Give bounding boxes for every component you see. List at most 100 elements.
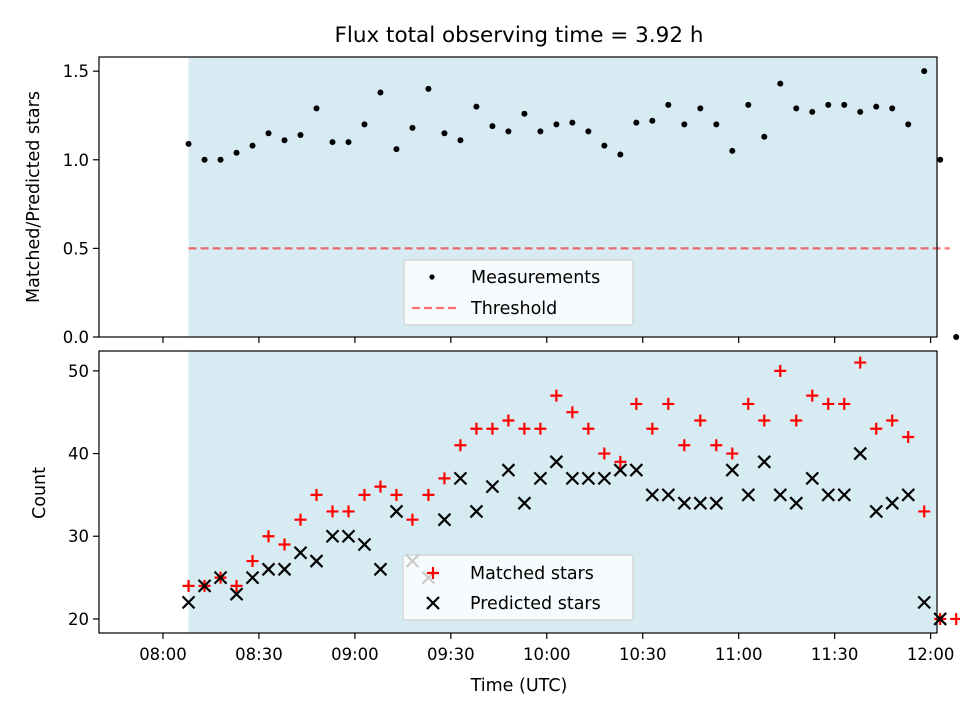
measurement-point [889,105,896,112]
measurement-point [857,108,864,115]
measurement-point [585,128,592,135]
predicted-star-point [453,471,468,486]
matched-star-point [390,488,403,501]
x-tick-label: 11:00 [715,645,763,664]
bottom-y-axis-label: Count [30,467,50,519]
y-tick-label: 20 [68,610,89,629]
matched-star-point [566,406,579,419]
predicted-star-point [773,488,788,502]
measurement-point [601,142,608,149]
matched-star-point [870,422,883,435]
measurement-point [553,121,560,128]
measurement-point [921,68,928,75]
measurement-point [329,139,336,146]
predicted-star-point [341,529,356,544]
measurement-point [521,110,528,117]
measurement-point [825,101,832,108]
measurement-point [409,124,416,131]
measurement-point [345,139,352,146]
measurement-point [953,334,960,340]
predicted-star-point [565,471,580,486]
legend-label-matched: Matched stars [470,564,594,584]
measurement-point [185,140,192,147]
matched-star-point [182,579,195,592]
bottom-legend: Matched stars Predicted stars [402,554,634,621]
matched-star-point [774,364,787,377]
predicted-star-point [613,463,628,477]
measurement-point [761,133,768,140]
predicted-star-point [789,496,804,510]
matched-star-point [918,505,931,518]
x-tick-label: 09:00 [331,645,379,664]
matched-star-point [454,439,467,452]
predicted-star-point [229,587,244,601]
predicted-star-point [533,471,548,486]
bottom-legend-box [402,554,634,621]
matched-star-point [246,555,259,568]
predicted-star-point [821,488,836,502]
matched-star-point [710,439,723,452]
matched-star-point [230,579,243,592]
matched-star-point [838,397,851,410]
matched-star-point [742,397,755,410]
matched-star-point [790,414,803,427]
matched-star-point [646,422,659,435]
measurement-point [201,156,208,163]
measurement-point [281,137,288,144]
measurement-point [489,123,496,130]
measurement-point [217,156,224,163]
measurement-point [713,121,720,128]
matched-star-point [438,472,451,485]
matched-star-point [358,488,371,501]
y-tick-label: 0.5 [63,239,89,258]
y-tick-label: 30 [68,527,89,546]
predicted-star-point [181,595,196,610]
y-tick-label: 1.5 [63,62,89,81]
matched-star-point [406,513,419,526]
matched-star-point [726,447,739,460]
measurement-point [249,142,256,149]
predicted-star-point [661,488,676,502]
matched-star-point [294,513,307,526]
predicted-star-point [485,479,500,494]
chart-title: Flux total observing time = 3.92 h [335,23,704,48]
measurement-point [393,146,400,153]
predicted-star-point [197,579,212,593]
matched-star-point [470,422,483,435]
matched-star-point [822,397,835,410]
measurement-point [425,85,432,92]
x-tick-label: 10:30 [619,645,667,664]
predicted-star-point [693,496,708,510]
measurement-point [457,137,464,144]
measurement-point [633,119,640,126]
predicted-star-point [549,455,564,469]
predicted-star-point [837,488,852,502]
predicted-star-point [917,595,931,610]
matched-star-point [262,530,275,543]
predicted-star-point [469,504,484,519]
x-tick-label: 11:30 [811,645,859,664]
predicted-star-point [581,471,596,486]
predicted-star-point [325,529,340,544]
matched-star-point [806,389,819,402]
measurement-point [697,105,704,112]
top-y-axis-label: Matched/Predicted stars [24,91,44,303]
measurement-point [297,131,304,138]
y-tick-label: 1.0 [63,151,89,170]
predicted-star-point [853,446,868,461]
x-tick-label: 08:30 [235,645,283,664]
predicted-star-point [645,488,660,502]
measurement-point [441,130,448,137]
matched-star-point [614,455,627,468]
x-tick-label: 10:00 [523,645,571,664]
measurement-point [377,89,384,96]
y-tick-label: 50 [68,362,89,381]
measurement-point [777,80,784,87]
matched-star-point [902,431,915,444]
predicted-star-point [629,463,644,477]
bottom-panel: 20 30 40 50 08:00 08:30 09:00 09:30 10:00 10:30 11… [68,350,960,664]
predicted-star-point [213,570,228,585]
predicted-star-point [501,463,516,477]
matched-star-point [694,414,707,427]
matched-star-point [342,505,355,518]
